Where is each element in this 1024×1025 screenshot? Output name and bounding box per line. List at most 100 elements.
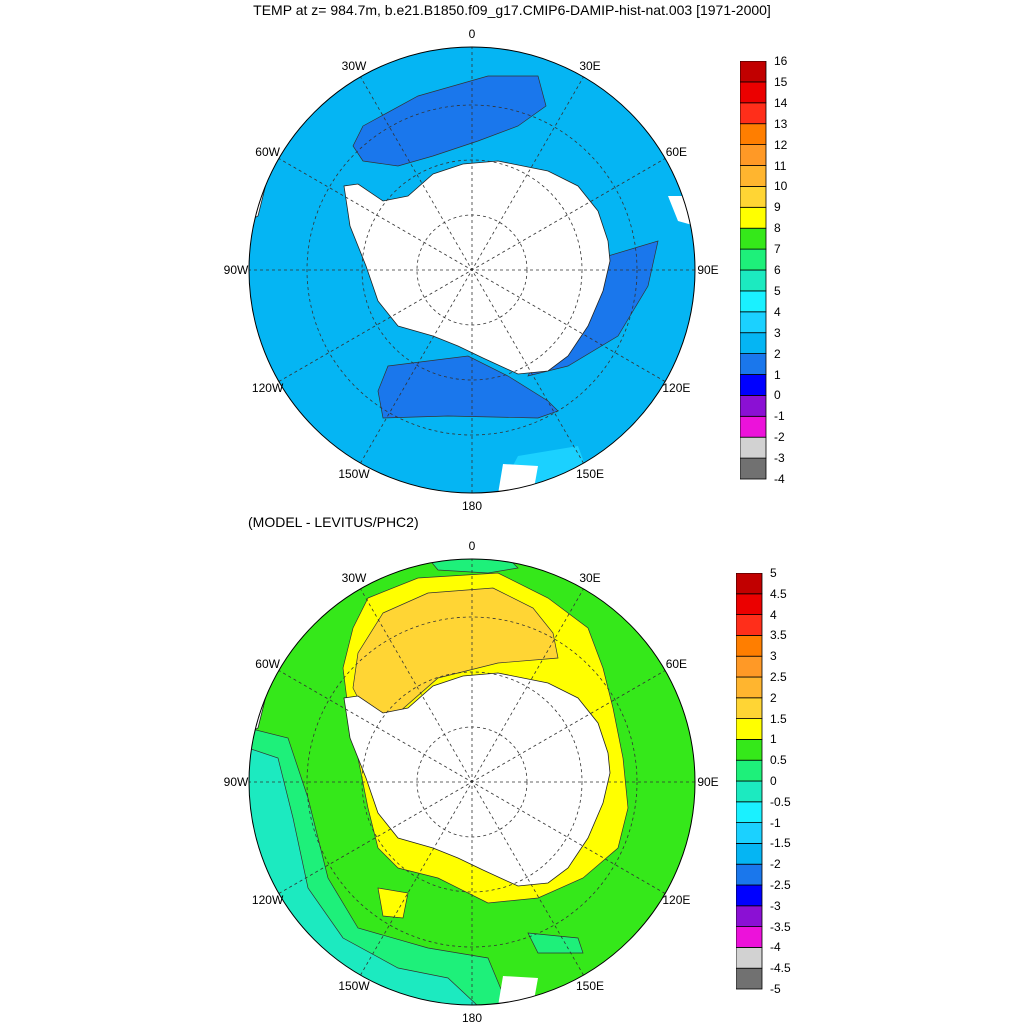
new-zealand-edge	[498, 464, 538, 493]
colorbar-label: -2.5	[770, 878, 791, 892]
colorbar-label: 2	[774, 346, 781, 361]
colorbar-label: 11	[774, 158, 787, 173]
colorbar-swatch	[736, 697, 763, 720]
colorbar-label: -5	[770, 982, 781, 996]
lon-label: 90E	[697, 263, 719, 277]
colorbar-label: -2	[770, 857, 781, 872]
lon-label: 30W	[341, 570, 367, 585]
lon-label: 0	[468, 27, 476, 41]
colorbar-swatch	[740, 457, 767, 480]
colorbar-label: 3	[770, 649, 777, 664]
colorbar-label: 3	[774, 325, 781, 340]
colorbar-label: -1.5	[770, 836, 791, 851]
colorbar-swatch	[736, 946, 763, 969]
map-border	[248, 558, 696, 1006]
top-colorbar	[740, 61, 767, 480]
colorbar-label: -4.5	[770, 961, 791, 976]
map-border	[248, 46, 696, 494]
lon-label: 150W	[338, 467, 370, 482]
colorbar-label: 6	[774, 263, 781, 277]
cold-water-patch-north	[352, 75, 547, 167]
graticule-lines	[249, 47, 695, 493]
lon-label: 180	[461, 1011, 483, 1025]
colorbar-swatch	[736, 614, 763, 636]
colorbar-swatch	[740, 436, 767, 459]
colorbar-label: 9	[774, 200, 781, 215]
top-band	[427, 559, 519, 574]
lon-label: 90E	[697, 775, 719, 789]
top-map-title: TEMP at z= 984.7m, b.e21.B1850.f09_g17.C…	[253, 2, 771, 18]
colorbar-swatch	[740, 353, 767, 375]
colorbar-swatch	[736, 926, 763, 948]
lon-label: 150W	[338, 979, 370, 994]
colorbar-label: 14	[774, 95, 788, 110]
colorbar-swatch	[736, 676, 763, 699]
colorbar-label: 2.5	[770, 670, 787, 684]
lon-label: 60W	[255, 657, 280, 671]
colorbar-swatch	[740, 61, 767, 83]
colorbar-label: 4	[774, 304, 781, 319]
lon-label: 120E	[662, 381, 691, 395]
colorbar-swatch	[736, 801, 763, 824]
colorbar-label: 12	[774, 137, 788, 152]
positive-patch-sw	[377, 887, 409, 919]
colorbar-swatch	[736, 780, 763, 803]
colorbar-swatch	[740, 227, 767, 250]
lon-label: 60E	[665, 145, 688, 159]
colorbar-swatch	[736, 822, 763, 844]
lon-label: 0	[468, 539, 476, 553]
colorbar-swatch	[736, 759, 763, 782]
colorbar-label: 5	[774, 283, 781, 298]
colorbar-label: -3	[774, 451, 785, 466]
top-polar-map	[248, 46, 696, 494]
lon-label: 150E	[575, 979, 605, 994]
colorbar-label: 0	[774, 388, 781, 403]
colorbar-swatch	[740, 165, 767, 187]
lon-label: 120W	[251, 893, 284, 907]
new-zealand-edge	[498, 976, 538, 1005]
colorbar-swatch	[736, 738, 763, 761]
graticule-lines	[249, 559, 695, 1005]
colorbar-label: -1	[774, 409, 785, 424]
colorbar-label: 2	[770, 690, 777, 705]
colorbar-swatch	[740, 144, 767, 166]
lon-label: 120E	[662, 893, 691, 907]
colorbar-label: 0	[770, 774, 777, 788]
colorbar-label: 7	[774, 242, 781, 257]
lon-label: 90W	[223, 263, 249, 277]
colorbar-swatch	[736, 863, 763, 886]
colorbar-label: -2	[774, 430, 785, 445]
colorbar-swatch	[736, 573, 763, 595]
bottom-map-title: (MODEL - LEVITUS/PHC2)	[248, 514, 419, 530]
lon-label: 30E	[579, 570, 601, 585]
colorbar-swatch	[736, 655, 763, 678]
lon-label: 180	[461, 499, 483, 513]
colorbar-label: -0.5	[770, 794, 791, 809]
colorbar-swatch	[736, 842, 763, 865]
colorbar-label: 15	[774, 74, 788, 89]
colorbar-swatch	[740, 248, 767, 271]
lon-label: 60W	[255, 145, 280, 159]
colorbar-label: -4	[770, 940, 781, 955]
colorbar-label: 0.5	[770, 753, 787, 768]
colorbar-label: -4	[774, 472, 785, 486]
colorbar-label: 4	[770, 607, 777, 622]
colorbar-swatch	[740, 206, 767, 229]
colorbar-swatch	[740, 415, 767, 438]
colorbar-label: 1	[770, 732, 777, 747]
colorbar-label: 16	[774, 54, 788, 68]
colorbar-swatch	[740, 374, 767, 396]
lon-label: 150E	[575, 467, 605, 482]
colorbar-swatch	[736, 593, 763, 615]
colorbar-label: 13	[774, 116, 788, 131]
colorbar-swatch	[740, 394, 767, 417]
colorbar-label: -3	[770, 898, 781, 913]
colorbar-swatch	[736, 905, 763, 927]
colorbar-swatch	[740, 123, 767, 146]
colorbar-label: 10	[774, 179, 788, 194]
colorbar-swatch	[740, 186, 767, 208]
cold-water-patch-south	[377, 355, 559, 419]
colorbar-label: 8	[774, 221, 781, 236]
colorbar-swatch	[736, 718, 763, 740]
colorbar-label: 3.5	[770, 628, 787, 643]
